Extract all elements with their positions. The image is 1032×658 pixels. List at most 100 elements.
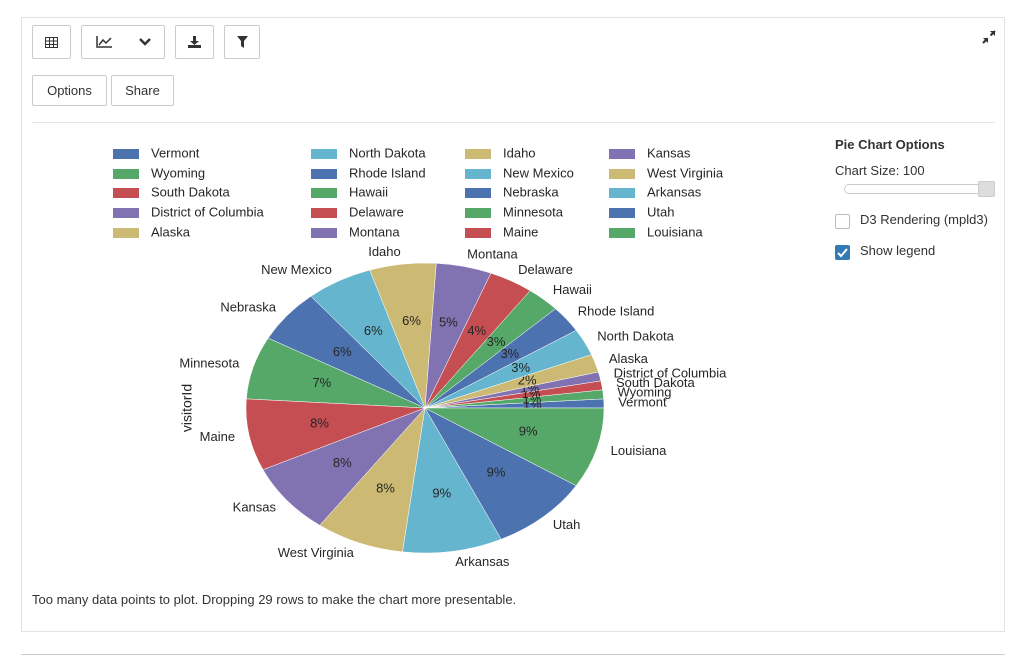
legend-label: Minnesota [503, 204, 564, 219]
slice-label: Nebraska [220, 300, 276, 315]
slice-value-label: 6% [402, 313, 421, 328]
slice-label: South Dakota [616, 375, 696, 390]
slice-label: Minnesota [179, 356, 240, 371]
pie-slice [424, 407, 605, 487]
slice-label: North Dakota [597, 328, 674, 343]
slice-label: Montana [467, 247, 518, 262]
legend-label: Delaware [349, 204, 404, 219]
line-chart-icon [95, 36, 112, 48]
slider-handle[interactable] [978, 181, 995, 197]
legend-label: Montana [349, 224, 400, 239]
slice-value-label: 8% [376, 480, 395, 495]
pie-slice [319, 407, 426, 553]
slice-label: Utah [553, 517, 580, 532]
legend-label: Louisiana [647, 224, 703, 239]
filter-button[interactable] [224, 25, 260, 59]
legend-swatch [609, 149, 635, 159]
slice-label: New Mexico [261, 262, 332, 277]
slice-label: Hawaii [553, 282, 592, 297]
legend-swatch [311, 208, 337, 218]
slice-label: Vermont [618, 395, 667, 410]
filter-icon [236, 36, 248, 48]
pie-slice [262, 407, 426, 526]
next-panel-edge [21, 654, 1005, 658]
slice-value-label: 9% [432, 485, 451, 500]
chart-size-label: Chart Size: 100 [835, 163, 925, 178]
output-panel [21, 17, 1005, 632]
legend-swatch [311, 228, 337, 238]
legend-swatch [465, 228, 491, 238]
d3-label: D3 Rendering (mpld3) [860, 212, 988, 227]
legend-swatch [609, 188, 635, 198]
legend-label: Rhode Island [349, 165, 426, 180]
legend-swatch [311, 149, 337, 159]
download-button[interactable] [175, 25, 214, 59]
slice-value-label: 9% [519, 424, 538, 439]
legend-label: West Virginia [647, 165, 724, 180]
check-mark [837, 248, 848, 258]
legend-swatch [311, 169, 337, 179]
slice-value-label: 3% [511, 360, 530, 375]
slice-label: Wyoming [617, 385, 671, 400]
slice-value-label: 4% [467, 323, 486, 338]
chart-type-button[interactable] [81, 25, 165, 59]
slice-value-label: 8% [333, 455, 352, 470]
slice-label: District of Columbia [614, 365, 727, 380]
legend-swatch [113, 188, 139, 198]
download-icon [188, 36, 201, 48]
footer-note: Too many data points to plot. Dropping 2… [32, 592, 517, 607]
legend-label: Arkansas [647, 184, 702, 199]
pie-slice [245, 398, 426, 471]
slice-value-label: 5% [439, 315, 458, 330]
d3-checkbox[interactable] [835, 214, 850, 229]
slice-label: Rhode Island [578, 303, 655, 318]
legend-label: Idaho [503, 145, 536, 160]
slice-label: Kansas [233, 499, 277, 514]
slice-value-label: 8% [310, 416, 329, 431]
slice-value-label: 7% [312, 375, 331, 390]
legend-swatch [609, 228, 635, 238]
slice-value-label: 9% [487, 465, 506, 480]
legend-label: Alaska [151, 224, 191, 239]
legend-label: Vermont [151, 145, 200, 160]
size-slider[interactable] [844, 184, 994, 194]
slice-value-label: 3% [487, 334, 506, 349]
table-button[interactable] [32, 25, 71, 59]
legend-swatch [465, 169, 491, 179]
dropdown-icon [138, 38, 151, 46]
table-icon [45, 36, 58, 48]
separator [32, 122, 995, 123]
legend-label: Show legend [860, 243, 936, 258]
slice-label: Alaska [609, 351, 649, 366]
legend-label: Hawaii [349, 184, 388, 199]
options-button[interactable]: Options [32, 75, 107, 106]
collapse-icon[interactable] [982, 30, 996, 44]
slice-label: Arkansas [455, 554, 510, 569]
slice-value-label: 3% [500, 346, 519, 361]
slice-label: Louisiana [611, 443, 667, 458]
legend-swatch [609, 208, 635, 218]
legend-label: South Dakota [151, 184, 231, 199]
options-title: Pie Chart Options [835, 137, 945, 152]
pie-slice [402, 407, 502, 554]
legend-label: Utah [647, 204, 674, 219]
slice-label: Delaware [518, 262, 573, 277]
slice-label: West Virginia [278, 545, 355, 560]
share-button[interactable]: Share [111, 75, 174, 106]
legend-label: Kansas [647, 145, 691, 160]
slice-label: Maine [200, 429, 235, 444]
legend-label: Nebraska [503, 184, 559, 199]
slice-value-label: 6% [333, 344, 352, 359]
legend-label: North Dakota [349, 145, 426, 160]
legend-swatch [465, 149, 491, 159]
legend-checkbox[interactable] [835, 245, 850, 260]
legend-swatch [113, 169, 139, 179]
legend-label: District of Columbia [151, 204, 264, 219]
legend-swatch [113, 149, 139, 159]
legend-swatch [465, 188, 491, 198]
legend-swatch [113, 228, 139, 238]
legend-swatch [113, 208, 139, 218]
pie-slice [424, 407, 577, 540]
